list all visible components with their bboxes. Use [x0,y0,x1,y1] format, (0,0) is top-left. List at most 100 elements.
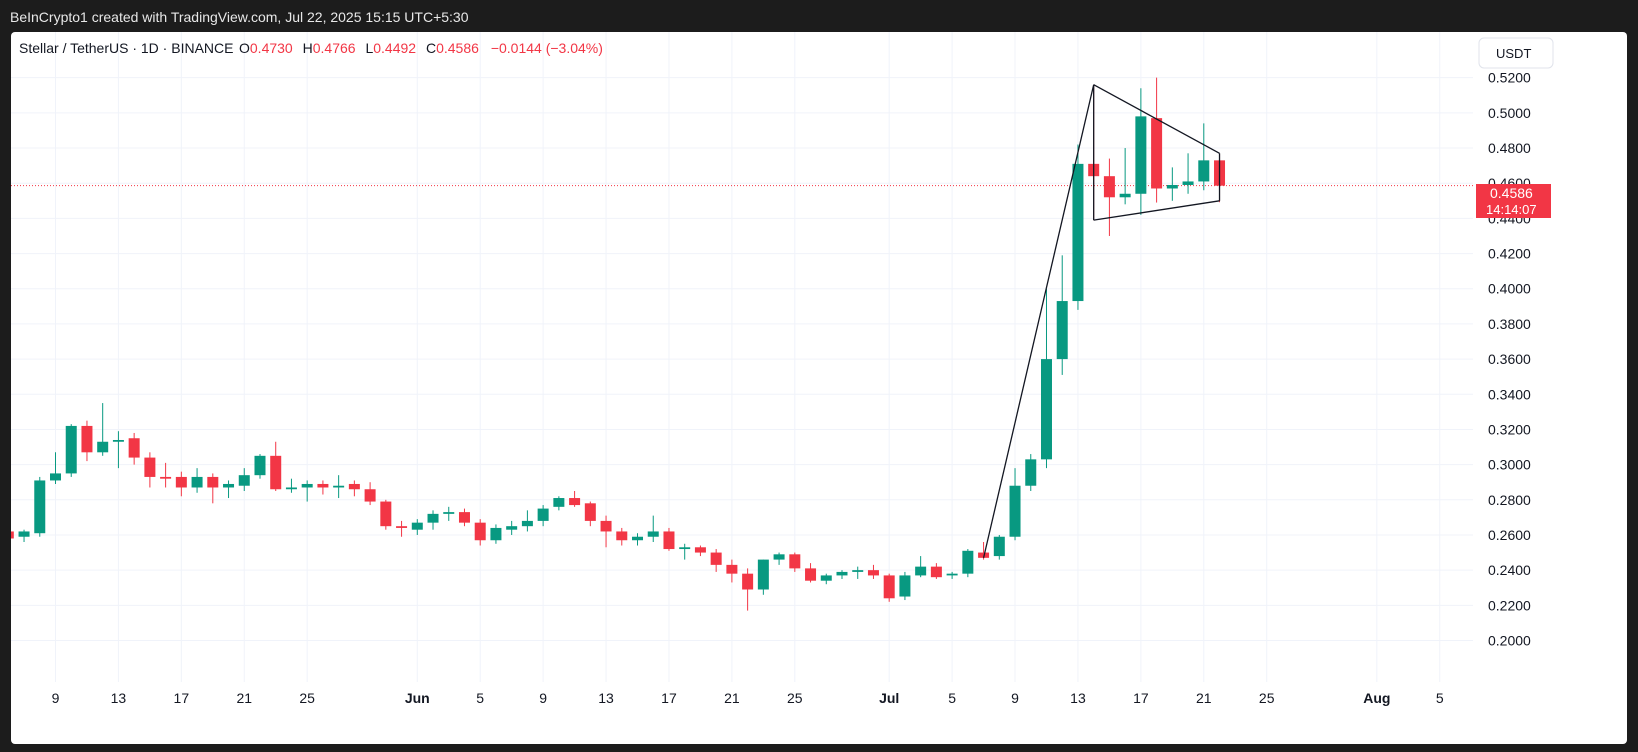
candle-body [820,575,832,581]
candle-body [1198,160,1210,182]
candle [301,480,313,502]
candle [899,571,911,601]
time-tick-label: 17 [1133,690,1149,706]
pennant-line[interactable] [982,84,1095,558]
price-tick-label: 0.5000 [1488,105,1531,121]
candle-body [175,476,187,488]
candle [757,559,769,595]
price-tick-label: 0.3800 [1488,316,1531,332]
candle-body [1056,301,1068,360]
candle-body [679,547,691,550]
bar-countdown: 14:14:07 [1486,202,1537,217]
candle [1198,123,1210,191]
candle-body [600,520,612,532]
legend-symbol: Stellar / TetherUS · 1D · BINANCE [19,40,233,56]
candle-body [553,498,565,507]
candle [805,563,817,583]
candle [270,441,282,492]
price-tick-label: 0.3400 [1488,386,1531,402]
pennant-drawing[interactable] [982,84,1221,558]
candle [348,480,360,497]
candle-body [11,531,14,539]
chart-panel[interactable]: Stellar / TetherUS · 1D · BINANCE O0.473… [11,32,1627,744]
pennant-line[interactable] [1093,200,1220,221]
candle [223,480,235,499]
candle [993,534,1005,560]
candle [820,573,832,585]
candle [663,527,675,551]
time-tick-label: 17 [174,690,190,706]
candle-body [883,575,895,599]
candle-body [632,536,644,541]
candle [175,471,187,497]
candle [34,476,46,537]
time-tick-label: Jun [405,690,430,706]
time-tick-label: 13 [1070,690,1086,706]
legend-h-label: H [303,40,313,56]
legend-l-label: L [365,40,373,56]
time-tick-label: Jul [879,690,899,706]
candle-body [270,455,282,490]
time-tick-label: 21 [236,690,252,706]
legend-l-value: 0.4492 [373,40,416,56]
time-tick-label: 21 [1196,690,1212,706]
candle [694,545,706,557]
candle-body [867,570,879,576]
candle [112,431,124,469]
candle [867,564,879,579]
candle-body [317,483,329,488]
currency-button[interactable] [1478,37,1554,69]
candle-body [521,520,533,527]
candle-body [663,531,675,550]
candle-body [160,476,172,479]
price-tick-label: 0.3600 [1488,351,1531,367]
price-tick-label: 0.3200 [1488,421,1531,437]
time-tick-label: 25 [787,690,803,706]
candle [647,515,659,543]
candle-body [65,425,77,474]
candle-body [930,566,942,578]
price-axis[interactable]: USDT 0.52000.50000.48000.46000.44000.420… [1476,37,1554,649]
candle [396,520,408,537]
candle-body [97,441,109,453]
price-chart[interactable]: Stellar / TetherUS · 1D · BINANCE O0.473… [11,32,1627,744]
candle-body [191,476,203,488]
candle-body [805,568,817,581]
legend-change: −0.0144 (−3.04%) [491,40,603,56]
candle [883,573,895,602]
price-tick-label: 0.4200 [1488,246,1531,262]
time-tick-label: 5 [1436,690,1444,706]
candle-body [1025,459,1037,486]
candle [569,491,581,507]
candle [789,552,801,572]
candle-body [1182,181,1194,185]
candle-body [411,522,423,530]
candle-body [427,513,439,523]
legend-o-label: O [239,40,250,56]
candle-body [223,483,235,488]
candle-body [285,487,297,490]
last-price-badge [1476,184,1551,218]
pennant-line[interactable] [1093,84,1220,154]
candle [474,519,486,546]
candle [726,559,738,583]
candle [1119,148,1131,205]
time-tick-label: 9 [1011,690,1019,706]
candle-body [1166,184,1178,189]
candle [191,468,203,493]
candle-body [1040,359,1052,460]
time-tick-label: 21 [724,690,740,706]
time-tick-label: 9 [539,690,547,706]
candle [364,482,376,506]
time-tick-label: 13 [111,690,127,706]
price-tick-label: 0.2400 [1488,562,1531,578]
time-tick-label: Aug [1363,690,1390,706]
candle-body [584,503,596,521]
price-tick-label: 0.2800 [1488,492,1531,508]
candle-body [537,508,549,521]
legend-o-value: 0.4730 [250,40,293,56]
candle-body [207,476,219,488]
candle [1103,158,1115,236]
candle-body [380,501,392,527]
candle-body [962,550,974,574]
